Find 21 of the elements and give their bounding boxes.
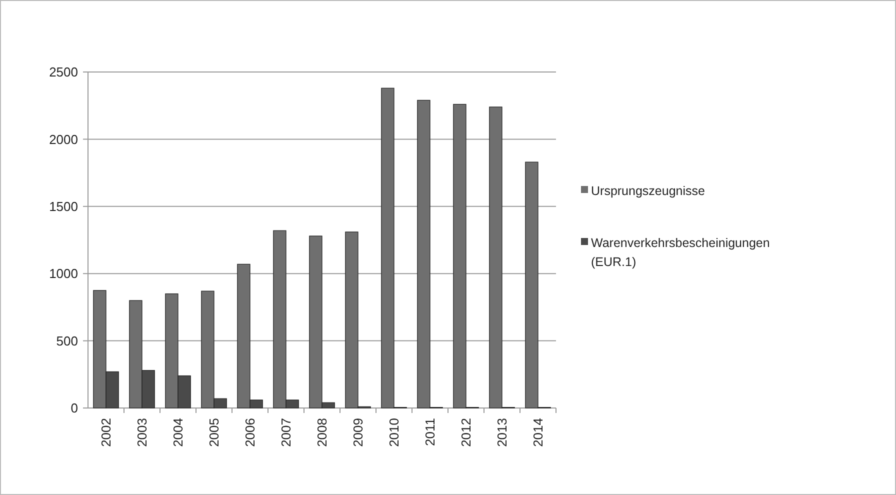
y-tick-label: 500 [56, 333, 78, 348]
x-tick-label: 2007 [278, 418, 294, 447]
legend-label: Warenverkehrsbescheinigungen (EUR.1) [591, 236, 770, 269]
x-tick-label: 2012 [458, 418, 474, 447]
y-tick-label: 2500 [49, 64, 78, 80]
y-tick-label: 2000 [49, 132, 78, 147]
x-tick-label: 2009 [350, 418, 366, 447]
y-tick-label: 1000 [49, 266, 78, 282]
y-tick-label: 1500 [49, 198, 78, 214]
x-tick-label: 2006 [242, 418, 258, 447]
x-tick-label: 2005 [206, 418, 222, 447]
x-tick-label: 2008 [314, 418, 330, 447]
x-tick-label: 2003 [134, 418, 150, 447]
x-tick-label: 2002 [98, 418, 114, 447]
x-tick-label: 2004 [170, 418, 186, 447]
y-tick-label: 0 [70, 400, 78, 416]
legend-label: Ursprungszeugnisse [591, 184, 705, 198]
x-tick-label: 2013 [494, 418, 510, 447]
x-tick-label: 2014 [530, 418, 546, 447]
x-tick-label: 2010 [386, 418, 402, 447]
x-tick-label: 2011 [422, 418, 438, 446]
